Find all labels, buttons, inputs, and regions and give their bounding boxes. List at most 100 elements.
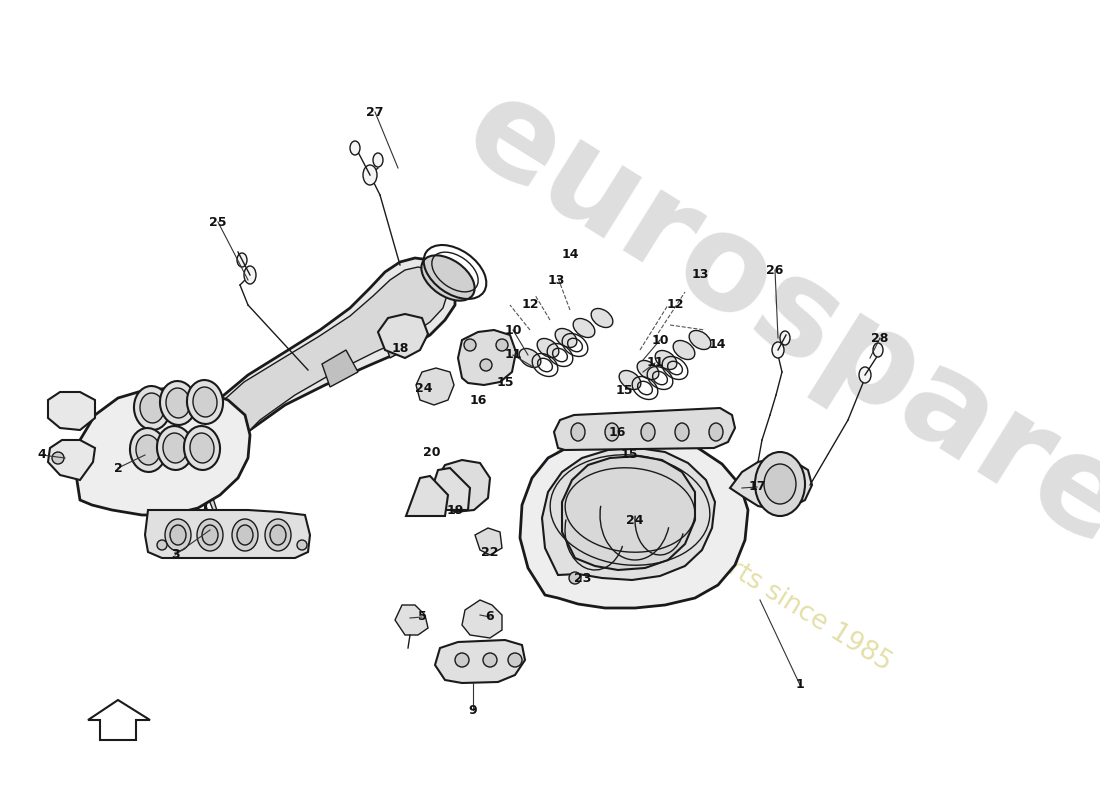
Text: 6: 6 [486, 610, 494, 623]
Text: 11: 11 [647, 357, 663, 370]
Ellipse shape [873, 343, 883, 357]
Ellipse shape [190, 433, 214, 463]
Ellipse shape [859, 367, 871, 383]
Text: 24: 24 [416, 382, 432, 394]
Polygon shape [520, 435, 748, 608]
Polygon shape [554, 408, 735, 450]
Polygon shape [395, 605, 428, 635]
Text: 3: 3 [170, 549, 179, 562]
Ellipse shape [573, 318, 595, 338]
Ellipse shape [130, 428, 166, 472]
Text: 11: 11 [504, 349, 521, 362]
Ellipse shape [157, 426, 192, 470]
Ellipse shape [363, 165, 377, 185]
Polygon shape [322, 350, 358, 387]
Text: 25: 25 [209, 215, 227, 229]
Ellipse shape [519, 349, 541, 367]
Polygon shape [75, 388, 250, 515]
Ellipse shape [464, 339, 476, 351]
Ellipse shape [764, 464, 796, 504]
Ellipse shape [537, 338, 559, 358]
Text: 10: 10 [651, 334, 669, 346]
Text: 24: 24 [626, 514, 644, 526]
Text: 16: 16 [470, 394, 486, 406]
Text: 15: 15 [496, 375, 514, 389]
Ellipse shape [675, 423, 689, 441]
Text: 10: 10 [504, 323, 521, 337]
Ellipse shape [165, 519, 191, 551]
Text: 9: 9 [469, 703, 477, 717]
Ellipse shape [569, 572, 581, 584]
Text: 13: 13 [691, 269, 708, 282]
Ellipse shape [673, 341, 695, 359]
Polygon shape [48, 392, 95, 430]
Ellipse shape [690, 330, 711, 350]
Polygon shape [195, 258, 455, 540]
Ellipse shape [163, 433, 187, 463]
Text: 13: 13 [548, 274, 564, 286]
Ellipse shape [244, 266, 256, 284]
Ellipse shape [496, 339, 508, 351]
Text: 16: 16 [608, 426, 626, 438]
Polygon shape [475, 528, 502, 555]
Ellipse shape [187, 380, 223, 424]
Ellipse shape [192, 387, 217, 417]
Ellipse shape [421, 255, 475, 301]
Ellipse shape [170, 525, 186, 545]
Ellipse shape [373, 153, 383, 167]
Ellipse shape [140, 393, 164, 423]
Text: 28: 28 [871, 331, 889, 345]
Ellipse shape [270, 525, 286, 545]
Text: 27: 27 [366, 106, 384, 118]
Polygon shape [48, 440, 95, 480]
Text: 2: 2 [113, 462, 122, 474]
Ellipse shape [508, 653, 522, 667]
Polygon shape [458, 330, 516, 385]
Text: 22: 22 [482, 546, 498, 559]
Text: 12: 12 [521, 298, 539, 311]
Ellipse shape [480, 359, 492, 371]
Ellipse shape [455, 653, 469, 667]
Polygon shape [200, 267, 448, 520]
Polygon shape [382, 320, 418, 358]
Ellipse shape [710, 423, 723, 441]
Polygon shape [425, 468, 470, 510]
Ellipse shape [232, 519, 258, 551]
Ellipse shape [157, 540, 167, 550]
Ellipse shape [136, 435, 160, 465]
Ellipse shape [556, 329, 576, 347]
Text: 14: 14 [561, 249, 579, 262]
Text: 5: 5 [418, 610, 427, 623]
Text: 15: 15 [620, 449, 638, 462]
Ellipse shape [184, 426, 220, 470]
Ellipse shape [605, 423, 619, 441]
Text: eurospares: eurospares [442, 65, 1100, 615]
Polygon shape [436, 460, 490, 512]
Text: a passion for parts since 1985: a passion for parts since 1985 [544, 443, 896, 677]
Text: 17: 17 [748, 481, 766, 494]
Polygon shape [378, 314, 428, 358]
Ellipse shape [637, 361, 659, 379]
Ellipse shape [236, 253, 248, 267]
Ellipse shape [780, 331, 790, 345]
Text: 15: 15 [615, 383, 632, 397]
Text: 18: 18 [392, 342, 409, 354]
Ellipse shape [350, 141, 360, 155]
Ellipse shape [483, 653, 497, 667]
Text: 20: 20 [424, 446, 441, 459]
Polygon shape [434, 640, 525, 683]
Ellipse shape [265, 519, 292, 551]
Ellipse shape [772, 342, 784, 358]
Polygon shape [462, 600, 502, 638]
Polygon shape [562, 456, 695, 570]
Ellipse shape [52, 452, 64, 464]
Ellipse shape [166, 388, 190, 418]
Ellipse shape [197, 519, 223, 551]
Polygon shape [416, 368, 454, 405]
Ellipse shape [571, 423, 585, 441]
Polygon shape [145, 510, 310, 558]
Ellipse shape [134, 386, 170, 430]
Ellipse shape [160, 381, 196, 425]
Polygon shape [406, 476, 448, 516]
Text: 19: 19 [447, 503, 464, 517]
